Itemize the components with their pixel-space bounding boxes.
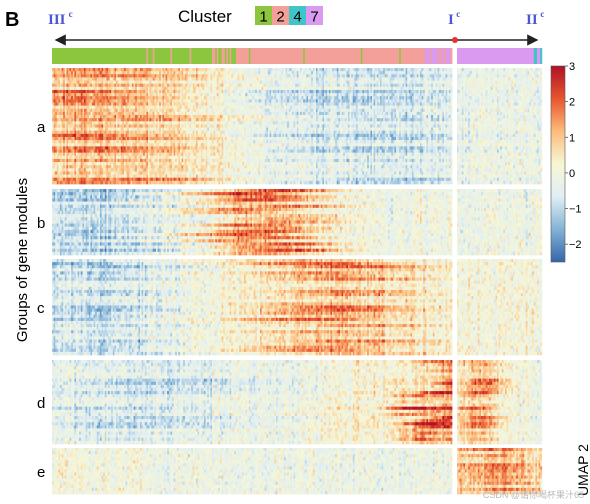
heatmap-cell <box>450 115 452 118</box>
heatmap-cell <box>450 81 452 84</box>
heatmap-cell <box>450 93 452 96</box>
heatmap-cell <box>450 84 452 87</box>
trajectory-marker-sup: c <box>456 9 460 19</box>
trajectory-marker-iii: III <box>48 12 66 28</box>
heatmap-body <box>52 68 542 494</box>
heatmap-cell <box>450 99 452 102</box>
heatmap-cell <box>450 102 452 105</box>
legend-label-1: 1 <box>259 9 267 26</box>
heatmap-cell <box>450 87 452 90</box>
trajectory-marker-sup: c <box>540 9 544 19</box>
trajectory-marker-sup: c <box>69 9 73 19</box>
heatmap-cell <box>450 71 452 74</box>
heatmap-cell <box>450 106 452 109</box>
heatmap-cell <box>450 90 452 93</box>
cluster-annotation-bar <box>52 48 542 64</box>
panel-letter: B <box>5 9 19 31</box>
heatmap-cell <box>450 109 452 112</box>
heatmap-cell <box>450 112 452 115</box>
heatmap-cell <box>450 74 452 77</box>
annotation-cell <box>450 48 452 64</box>
cluster-legend-title: Cluster <box>178 7 232 26</box>
heatmap-cell <box>450 96 452 99</box>
legend-label-4: 4 <box>293 9 301 26</box>
trajectory-marker-i: I <box>448 12 454 28</box>
heatmap-cell <box>450 68 452 71</box>
branch-point-marker <box>452 37 458 43</box>
heatmap-cell <box>450 118 452 121</box>
heatmap-cell <box>450 77 452 80</box>
annotation-cell <box>540 48 542 64</box>
trajectory-marker-ii: II <box>526 12 538 28</box>
legend-label-7: 7 <box>310 9 318 26</box>
legend-label-2: 2 <box>276 9 284 26</box>
